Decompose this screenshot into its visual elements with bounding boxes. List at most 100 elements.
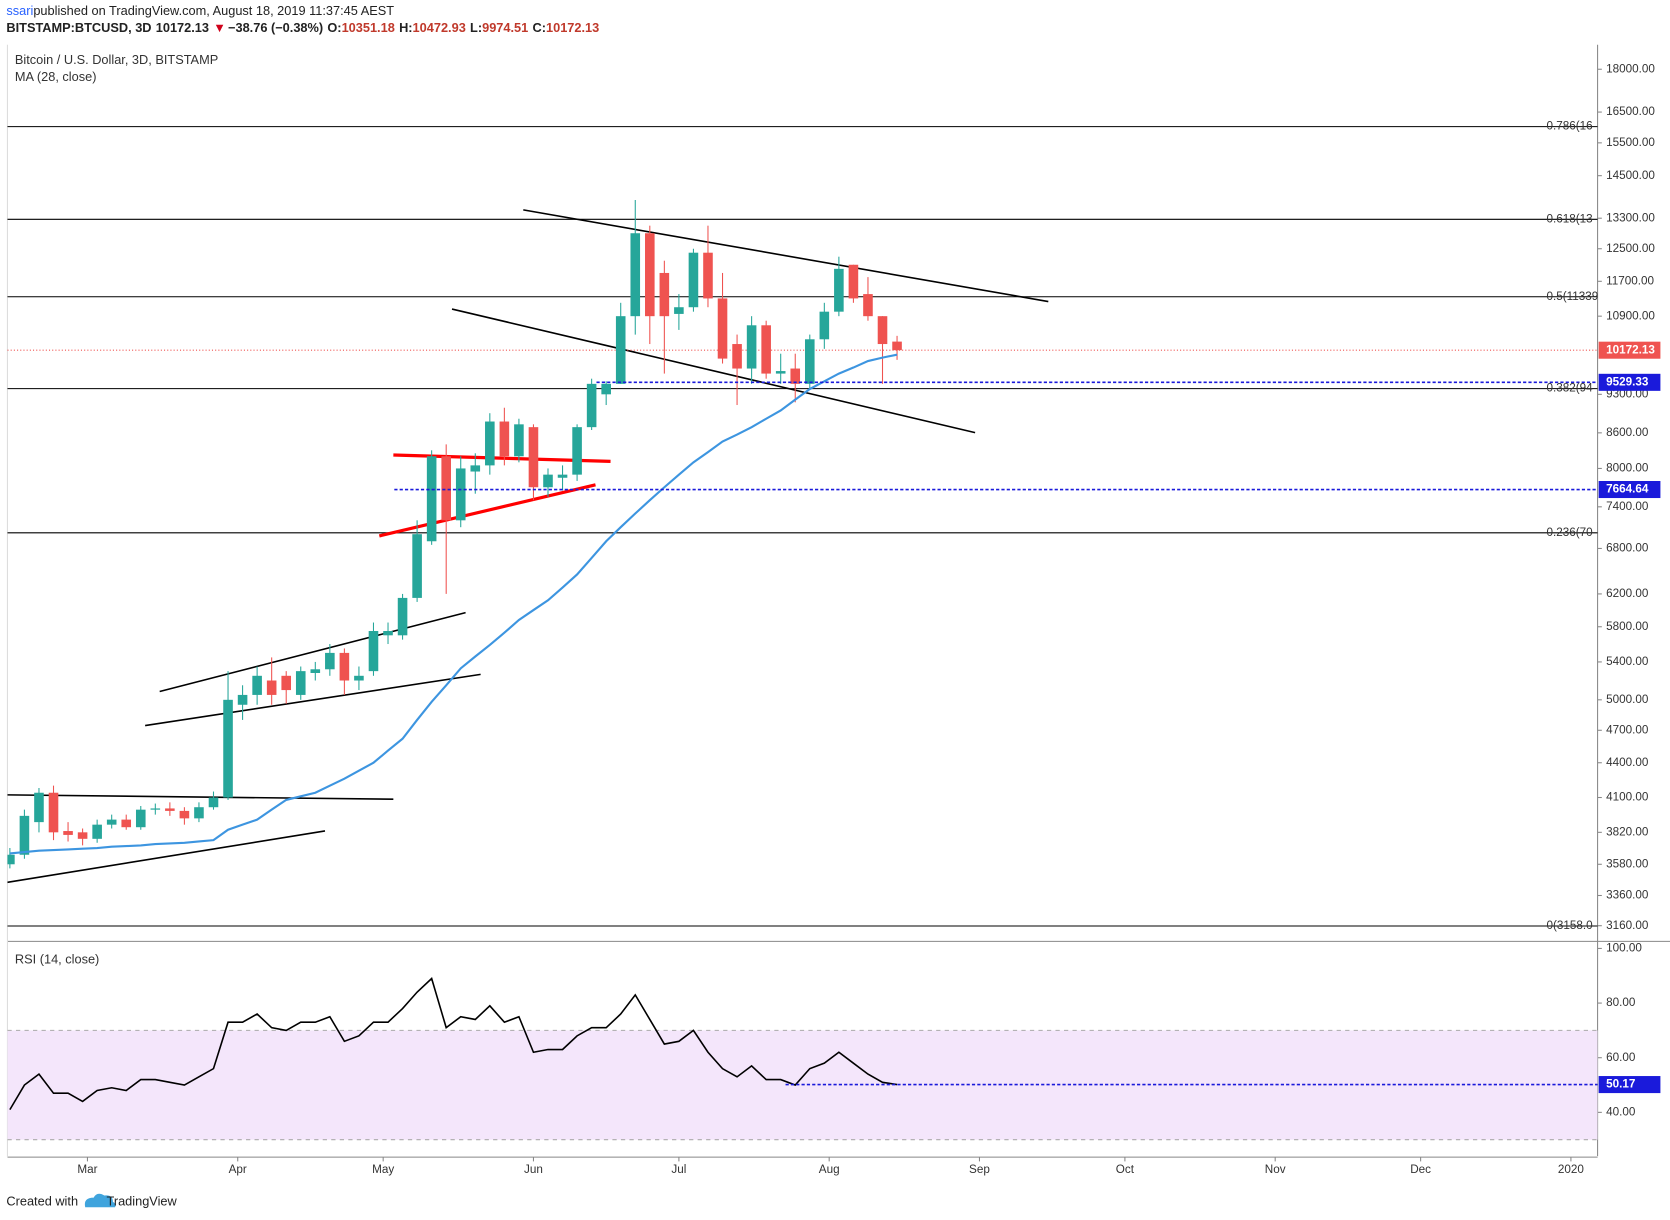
ma-legend: MA (28, close) xyxy=(15,69,97,84)
candle-body xyxy=(572,427,582,475)
ohlc-value: 10351.18 xyxy=(342,20,395,35)
candle-body xyxy=(761,325,771,374)
candle-body xyxy=(543,474,553,488)
candle-body xyxy=(557,474,568,478)
candle-body xyxy=(819,311,830,340)
y-tick-label: 8000.00 xyxy=(1606,462,1649,475)
x-tick-label: Nov xyxy=(1265,1163,1286,1176)
trendline xyxy=(451,308,976,434)
y-tick-label: 3820.00 xyxy=(1606,825,1649,838)
footer-brand: TradingView xyxy=(107,1193,178,1208)
candle-body xyxy=(426,456,437,542)
candle-body xyxy=(455,468,466,521)
y-tick-label: 12500.00 xyxy=(1606,242,1655,255)
level-box xyxy=(1598,373,1661,391)
candle-body xyxy=(441,456,451,521)
x-tick-label: Oct xyxy=(1116,1163,1135,1176)
rsi-pane xyxy=(7,977,1598,1141)
y-tick-label: 16500.00 xyxy=(1606,105,1655,118)
candle-body xyxy=(630,233,641,317)
candle-body xyxy=(63,831,73,835)
rsi-line xyxy=(9,977,898,1111)
candle-body xyxy=(804,339,815,384)
rsi-tick-label: 100.00 xyxy=(1606,942,1642,955)
x-tick-label: Sep xyxy=(969,1163,990,1176)
candle-body xyxy=(775,371,786,374)
candle-body xyxy=(659,272,670,317)
tradingview-logo xyxy=(84,1193,116,1208)
candle-body xyxy=(397,597,408,636)
symbol: BITSTAMP:BTCUSD, 3D xyxy=(6,20,151,35)
rsi-level-label: 50.17 xyxy=(1606,1078,1635,1091)
published: published on TradingView.com, August 18,… xyxy=(33,3,394,18)
y-tick-label: 4400.00 xyxy=(1606,756,1649,769)
candle-body xyxy=(354,675,364,681)
candle-body xyxy=(892,341,902,351)
candle-body xyxy=(383,631,393,636)
rsi-legend: RSI (14, close) xyxy=(15,951,99,966)
ohlc-value: 10172.13 xyxy=(546,20,599,35)
candle-body xyxy=(7,854,15,865)
candle-body xyxy=(499,421,510,457)
fib-label: 0.786(16 xyxy=(1546,120,1592,133)
fib-label: 0.618(13 xyxy=(1546,212,1592,225)
fib-label: 0(3158.0 xyxy=(1546,919,1593,932)
plot-layer: Mar Apr May Jun Jul Aug Sep Oct Nov Dec 2020 3160.0… xyxy=(7,62,1661,1176)
candle-body xyxy=(121,819,132,828)
y-tick-label: 7400.00 xyxy=(1606,500,1649,513)
candle-body xyxy=(266,680,277,695)
fib-label: 0.5(11339 xyxy=(1546,290,1598,303)
change-arrow: ▼ xyxy=(213,20,226,35)
candle-body xyxy=(48,792,59,833)
candle-body xyxy=(528,427,539,488)
candle-body xyxy=(179,810,190,819)
x-tick-label: Apr xyxy=(229,1163,247,1176)
level-label: 9529.33 xyxy=(1606,375,1649,388)
rsi-tick-label: 80.00 xyxy=(1606,996,1636,1009)
rsi-tick-label: 60.00 xyxy=(1606,1051,1636,1064)
candle-body xyxy=(165,808,175,811)
candle-body xyxy=(19,815,30,855)
y-tick-label: 15500.00 xyxy=(1606,136,1655,149)
candle-body xyxy=(790,368,801,384)
trendline xyxy=(7,830,326,884)
trendline xyxy=(523,209,1049,303)
candle-body xyxy=(106,819,117,825)
y-tick-label: 10900.00 xyxy=(1606,309,1655,322)
candle-body xyxy=(368,631,379,672)
footer: Created with TradingView xyxy=(6,1193,177,1208)
ohlc-label: C: xyxy=(533,20,546,35)
fib-label: 0.236(70 xyxy=(1546,526,1593,539)
candle-body xyxy=(586,383,597,428)
candle-body xyxy=(150,808,161,810)
candle-body xyxy=(645,233,655,317)
level-box xyxy=(1598,481,1661,499)
ohlc-value: 10472.93 xyxy=(413,20,466,35)
rsi-tick-label: 40.00 xyxy=(1606,1105,1636,1118)
last-price-label: 10172.13 xyxy=(1606,343,1655,356)
y-tick-label: 11700.00 xyxy=(1606,274,1654,287)
footer-created: Created with xyxy=(6,1193,78,1208)
level-label: 7664.64 xyxy=(1606,483,1649,496)
candle-body xyxy=(485,421,495,466)
candle-body xyxy=(92,824,102,839)
candle-body xyxy=(674,307,684,314)
candle-body xyxy=(615,316,626,384)
candle-body xyxy=(470,465,481,472)
candle-body xyxy=(237,694,248,705)
trendline xyxy=(7,794,394,800)
y-tick-label: 5000.00 xyxy=(1606,693,1649,706)
candle-body xyxy=(310,669,321,673)
candle-body xyxy=(834,268,844,312)
change: −38.76 (−0.38%) xyxy=(228,20,323,35)
trendline xyxy=(159,611,466,693)
candle-body xyxy=(194,807,204,819)
candle-body xyxy=(208,797,219,808)
ohlc-label: H: xyxy=(399,20,412,35)
trendline xyxy=(145,673,481,727)
y-tick-label: 5800.00 xyxy=(1606,620,1649,633)
candle-body xyxy=(412,534,422,598)
x-tick-label: Jun xyxy=(524,1163,543,1176)
